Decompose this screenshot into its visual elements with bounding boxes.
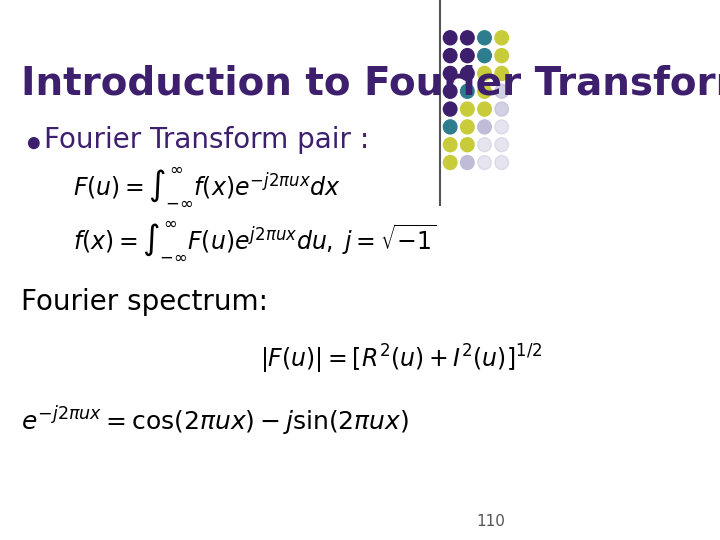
Circle shape bbox=[461, 31, 474, 45]
Text: $f(x) = \int_{-\infty}^{\infty} F(u)e^{j2\pi ux}du,\; j = \sqrt{-1}$: $f(x) = \int_{-\infty}^{\infty} F(u)e^{j… bbox=[73, 219, 436, 261]
Circle shape bbox=[495, 156, 508, 170]
Circle shape bbox=[461, 120, 474, 134]
Text: $|F(u)| = [R^2(u) + I^2(u)]^{1/2}$: $|F(u)| = [R^2(u) + I^2(u)]^{1/2}$ bbox=[260, 342, 542, 376]
Circle shape bbox=[478, 66, 491, 80]
Circle shape bbox=[461, 156, 474, 170]
Circle shape bbox=[478, 120, 491, 134]
Circle shape bbox=[478, 31, 491, 45]
Circle shape bbox=[495, 84, 508, 98]
Circle shape bbox=[444, 138, 457, 152]
Circle shape bbox=[461, 138, 474, 152]
Circle shape bbox=[495, 31, 508, 45]
Circle shape bbox=[444, 84, 457, 98]
Text: $e^{-j2\pi ux} = \cos(2\pi ux) - j\sin(2\pi ux)$: $e^{-j2\pi ux} = \cos(2\pi ux) - j\sin(2… bbox=[21, 404, 409, 438]
Circle shape bbox=[461, 49, 474, 63]
Circle shape bbox=[461, 84, 474, 98]
Circle shape bbox=[478, 84, 491, 98]
Circle shape bbox=[444, 102, 457, 116]
Circle shape bbox=[495, 102, 508, 116]
Circle shape bbox=[444, 31, 457, 45]
Circle shape bbox=[495, 120, 508, 134]
Circle shape bbox=[444, 120, 457, 134]
Text: Fourier Transform pair :: Fourier Transform pair : bbox=[44, 126, 369, 154]
Circle shape bbox=[461, 66, 474, 80]
Circle shape bbox=[29, 138, 39, 148]
Circle shape bbox=[478, 156, 491, 170]
Text: $F(u) = \int_{-\infty}^{\infty} f(x)e^{-j2\pi ux}dx$: $F(u) = \int_{-\infty}^{\infty} f(x)e^{-… bbox=[73, 165, 341, 207]
Circle shape bbox=[444, 49, 457, 63]
Circle shape bbox=[495, 138, 508, 152]
Text: Fourier spectrum:: Fourier spectrum: bbox=[21, 288, 268, 316]
Circle shape bbox=[478, 138, 491, 152]
Text: Introduction to Fourier Transform: Introduction to Fourier Transform bbox=[21, 65, 720, 103]
Circle shape bbox=[461, 102, 474, 116]
Circle shape bbox=[495, 49, 508, 63]
Text: 110: 110 bbox=[476, 514, 505, 529]
Circle shape bbox=[444, 156, 457, 170]
Circle shape bbox=[478, 49, 491, 63]
Circle shape bbox=[478, 102, 491, 116]
Circle shape bbox=[495, 66, 508, 80]
Circle shape bbox=[444, 66, 457, 80]
